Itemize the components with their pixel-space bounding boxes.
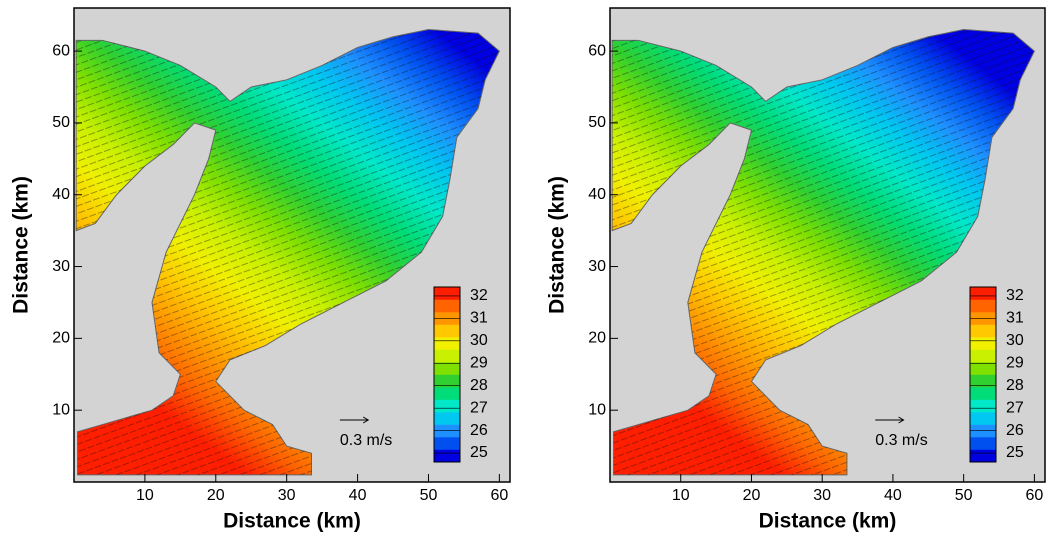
colorbar-band [970,399,996,413]
velocity-vectors [76,29,500,475]
x-tick-label: 50 [955,487,973,504]
scale-arrow-head [898,416,905,424]
scale-arrow-head [362,416,370,424]
velocity-vectors [612,29,1035,475]
y-tick-label: 50 [52,114,70,131]
colorbar-label: 32 [1006,287,1024,304]
colorbar-label: 25 [470,444,488,461]
axes-frame [73,7,511,483]
axes-frame [609,7,1046,483]
colorbar-band [970,424,996,438]
x-tick-label: 30 [813,487,831,504]
colorbar-label: 27 [1006,399,1024,416]
colorbar-label: 28 [1006,377,1024,394]
y-tick-label: 60 [52,42,70,59]
colorbar-label: 32 [470,287,488,304]
colorbar-band [970,287,996,300]
colorbar-label: 30 [1006,332,1024,349]
x-tick-label: 10 [672,487,690,504]
x-tick-label: 50 [420,487,438,504]
x-axis-label: Distance (km) [759,510,897,533]
colorbar-band [970,362,996,375]
x-tick-label: 20 [207,487,225,504]
colorbar-band [970,299,996,313]
y-axis-label: Distance (km) [10,176,33,314]
y-tick-label: 50 [588,114,606,131]
x-tick-label: 10 [136,487,154,504]
colorbar-band [434,299,460,313]
x-tick-label: 40 [349,487,367,504]
x-tick-label: 20 [743,487,761,504]
colorbar-frame [433,286,461,463]
colorbar-label: 27 [470,399,488,416]
colorbar-band [970,437,996,450]
colorbar-band [970,324,996,338]
scale-label: 0.3 m/s [875,432,927,449]
colorbar-label: 29 [470,355,488,372]
colorbar-band [434,349,460,363]
y-tick-label: 10 [52,401,70,418]
colorbar-band [970,349,996,363]
y-tick-label: 40 [588,186,606,203]
colorbar-label: 31 [470,310,488,327]
colorbar-band [970,387,996,400]
x-axis-label: Distance (km) [223,510,361,533]
colorbar-band [434,424,460,438]
colorbar-label: 28 [470,377,488,394]
y-tick-label: 30 [52,258,70,275]
colorbar-band [970,374,996,388]
y-tick-label: 20 [52,330,70,347]
x-tick-label: 40 [884,487,902,504]
colorbar-band [434,337,460,350]
colorbar-band [434,374,460,388]
y-tick-label: 30 [588,258,606,275]
colorbar-band [970,412,996,425]
colorbar-label: 30 [470,332,488,349]
y-axis-label: Distance (km) [546,176,569,314]
colorbar-band [434,437,460,450]
y-tick-label: 20 [588,330,606,347]
colorbar-label: 26 [470,422,488,439]
colorbar-frame [969,286,997,463]
colorbar-band [434,449,460,463]
colorbar-band [434,399,460,413]
y-tick-label: 40 [52,186,70,203]
scale-label: 0.3 m/s [340,432,392,449]
colorbar-label: 25 [1006,444,1024,461]
colorbar-band [434,362,460,375]
colorbar-band [434,412,460,425]
y-tick-label: 60 [588,42,606,59]
colorbar-label: 26 [1006,422,1024,439]
colorbar-band [970,449,996,463]
x-tick-label: 60 [1025,487,1043,504]
colorbar-label: 29 [1006,355,1024,372]
colorbar-band [970,337,996,350]
colorbar-band [434,287,460,300]
y-tick-label: 10 [588,401,606,418]
colorbar-band [434,324,460,338]
x-tick-label: 60 [490,487,508,504]
x-tick-label: 30 [278,487,296,504]
colorbar-band [434,387,460,400]
colorbar-label: 31 [1006,310,1024,327]
